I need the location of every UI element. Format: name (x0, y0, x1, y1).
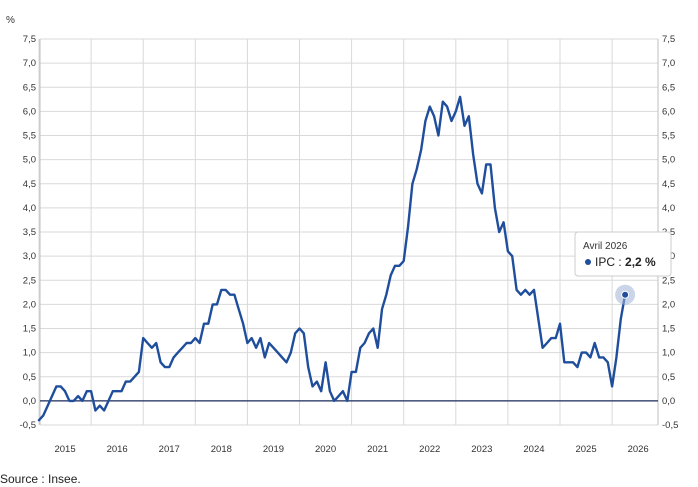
x-axis: 2015 2016 2017 2018 2019 2020 2021 2022 2023 2024… (54, 444, 648, 455)
y-tick-label-right: 4,0 (662, 203, 675, 214)
series-line-ipc[interactable] (37, 95, 627, 422)
x-tick-label: 2016 (107, 444, 128, 455)
y-tick-label-left: 3,0 (23, 251, 36, 262)
y-tick-label-left: 1,0 (23, 348, 36, 359)
tooltip-number: 2,2 % (625, 255, 656, 269)
y-tick-label-right: 2,0 (662, 299, 675, 310)
y-tick-label-left: 5,5 (23, 131, 36, 142)
y-tick-label-left: 0,0 (23, 396, 36, 407)
y-tick-label-right: 4,5 (662, 179, 675, 190)
highlighted-point[interactable] (615, 284, 636, 305)
source-note: Source : Insee. (0, 472, 81, 486)
y-tick-label-left: 4,5 (23, 179, 36, 190)
x-tick-label: 2021 (367, 444, 388, 455)
y-tick-label-right: 5,5 (662, 131, 675, 142)
y-tick-label-left: 6,0 (23, 106, 36, 117)
y-tick-label-left: 3,5 (23, 227, 36, 238)
y-tick-label-right: 5,0 (662, 155, 675, 166)
y-tick-label-right: -0,5 (662, 420, 678, 431)
x-tick-label: 2025 (575, 444, 596, 455)
tooltip-label: IPC : (595, 255, 625, 269)
y-tick-label-right: 0,5 (662, 372, 675, 383)
x-tick-label: 2026 (628, 444, 649, 455)
y-tick-label-left: 7,0 (23, 58, 36, 69)
x-tick-label: 2024 (523, 444, 544, 455)
y-unit-label: % (6, 15, 15, 26)
y-tick-label-right: 7,5 (662, 34, 675, 45)
point-dot[interactable] (621, 290, 630, 299)
y-tick-label-left: 4,0 (23, 203, 36, 214)
y-tick-label-left: 2,5 (23, 275, 36, 286)
y-tick-label-left: 6,5 (23, 82, 36, 93)
tooltip-title: Avril 2026 (583, 241, 628, 252)
y-tick-label-left: 1,5 (23, 324, 36, 335)
x-tick-label: 2019 (263, 444, 284, 455)
y-tick-label-right: 1,0 (662, 348, 675, 359)
y-axis-left: -0,5 0,0 0,5 1,0 1,5 2,0 2,5 3,0 3,5 4,0 4,5 5,0 5,5… (20, 34, 36, 431)
y-tick-label-left: 2,0 (23, 299, 36, 310)
y-tick-label-right: 6,0 (662, 106, 675, 117)
grid-lines (38, 38, 659, 426)
y-tick-label-right: 6,5 (662, 82, 675, 93)
x-tick-label: 2015 (54, 444, 75, 455)
x-tick-label: 2022 (419, 444, 440, 455)
tooltip-box (574, 231, 672, 277)
x-tick-label: 2023 (471, 444, 492, 455)
tooltip: Avril 2026 IPC : 2,2 % (574, 231, 672, 277)
y-tick-label-left: 5,0 (23, 155, 36, 166)
y-tick-label-right: 2,5 (662, 275, 675, 286)
x-tick-label: 2020 (315, 444, 336, 455)
y-tick-label-left: -0,5 (20, 420, 36, 431)
tooltip-value: IPC : 2,2 % (595, 255, 656, 269)
y-tick-label-left: 7,5 (23, 34, 36, 45)
x-tick-label: 2017 (159, 444, 180, 455)
x-tick-label: 2018 (211, 444, 232, 455)
y-tick-label-right: 0,0 (662, 396, 675, 407)
y-tick-label-right: 1,5 (662, 324, 675, 335)
y-tick-label-left: 0,5 (23, 372, 36, 383)
tooltip-series-dot (585, 259, 591, 265)
y-tick-label-right: 7,0 (662, 58, 675, 69)
